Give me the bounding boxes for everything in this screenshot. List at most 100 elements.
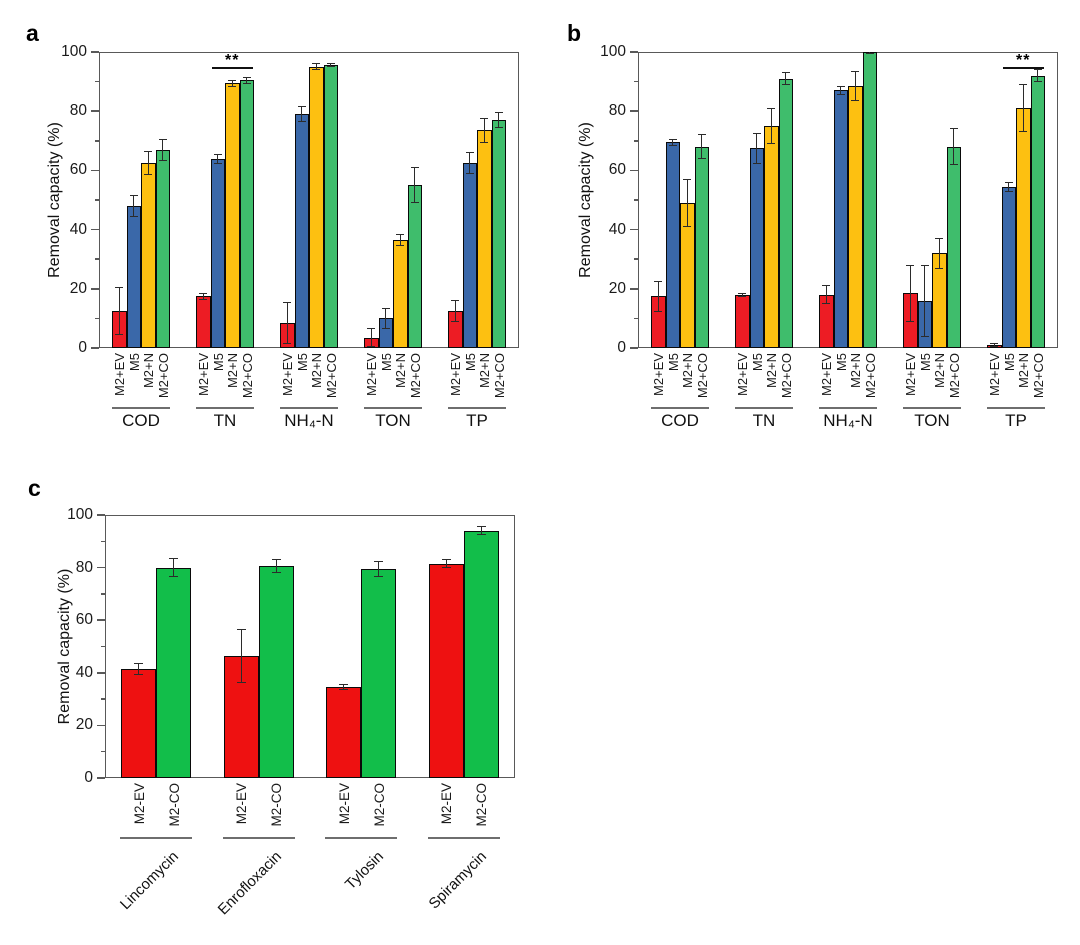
error-bar-line — [785, 72, 787, 85]
error-bar-line — [909, 265, 911, 322]
x-tick-label: M2-CO — [166, 783, 182, 827]
y-axis-title: Removal capacity (%) — [577, 122, 594, 278]
error-bar-cap-bottom — [752, 162, 761, 164]
y-major-tick — [630, 110, 638, 112]
category-label: Spiramycin — [425, 848, 490, 913]
error-bar-cap-bottom — [115, 334, 124, 336]
error-bar-line — [483, 118, 485, 143]
category-label: TP — [466, 411, 488, 430]
x-tick-label: M2+N — [309, 353, 325, 389]
error-bar-cap-top — [920, 264, 929, 266]
error-bar-cap-bottom — [169, 576, 179, 578]
error-bar-cap-bottom — [1033, 81, 1042, 83]
error-bar-cap-top — [312, 63, 321, 65]
error-bar-cap-top — [949, 128, 958, 130]
bar-M2+N-2 — [848, 86, 863, 348]
bar-M2+CO-0 — [155, 149, 170, 348]
error-bar-cap-bottom — [822, 303, 831, 305]
x-tick-label: M2+CO — [239, 353, 255, 399]
panel-b-letter: b — [567, 20, 582, 46]
y-tick-label: 40 — [75, 663, 93, 681]
bar-M5-4 — [1001, 186, 1016, 348]
error-bar-cap-bottom — [297, 121, 306, 123]
error-bar-cap-bottom — [228, 85, 237, 87]
x-tick-label: M2+N — [932, 353, 948, 389]
x-tick-label: M2+CO — [491, 353, 507, 399]
plot-frame — [105, 515, 515, 778]
y-minor-tick — [94, 258, 99, 260]
error-bar-cap-bottom — [339, 689, 349, 691]
error-bar-line — [498, 112, 500, 128]
error-bar-cap-top — [169, 557, 179, 559]
error-bar-line — [469, 152, 471, 174]
error-bar-cap-bottom — [396, 245, 405, 247]
category-underline — [819, 407, 877, 409]
category-label: NH₄-N — [823, 411, 873, 430]
error-bar-cap-top — [242, 76, 251, 78]
y-tick-label: 0 — [617, 339, 626, 356]
error-bar-line — [240, 629, 242, 682]
bar-M2-EV-0 — [121, 668, 157, 778]
x-tick-label: M2+N — [477, 353, 493, 389]
error-bar-cap-top — [822, 285, 831, 287]
error-bar-cap-bottom — [242, 82, 251, 84]
error-bar-cap-top — [199, 292, 208, 294]
error-bar-cap-bottom — [367, 346, 376, 348]
bar-M2-CO-2 — [361, 568, 397, 778]
y-tick-label: 0 — [78, 339, 87, 356]
error-bar-line — [840, 86, 842, 95]
y-tick-label: 0 — [84, 769, 93, 786]
error-bar-cap-bottom — [851, 100, 860, 102]
error-bar-cap-bottom — [865, 52, 874, 54]
category-underline — [196, 407, 254, 409]
error-bar-cap-top — [236, 628, 246, 630]
bar-M5-1 — [210, 158, 225, 348]
error-bar-cap-bottom — [494, 126, 503, 128]
x-tick-label: M5 — [917, 353, 933, 372]
significance-line — [1002, 67, 1044, 69]
error-bar-line — [315, 63, 317, 70]
bar-M5-0 — [126, 205, 141, 348]
error-bar-line — [385, 308, 387, 329]
x-tick-label: M2+CO — [155, 353, 171, 399]
y-major-tick — [97, 724, 105, 727]
error-bar-cap-top — [158, 138, 167, 140]
error-bar-cap-bottom — [949, 163, 958, 165]
x-tick-label: M2-EV — [131, 783, 147, 825]
category-underline — [120, 837, 193, 839]
x-tick-label: M2+CO — [946, 353, 962, 399]
bar-M2+CO-4 — [491, 120, 506, 348]
error-bar-line — [1022, 84, 1024, 132]
error-bar-cap-bottom — [920, 335, 929, 337]
x-tick-label: M2-CO — [371, 783, 387, 827]
x-tick-label: M2-EV — [336, 783, 352, 825]
error-bar-line — [414, 167, 416, 203]
error-bar-cap-bottom — [283, 343, 292, 345]
panel-c-letter: c — [28, 475, 41, 501]
error-bar-cap-bottom — [767, 143, 776, 145]
error-bar-cap-top — [654, 280, 663, 282]
category-underline — [427, 837, 500, 839]
y-tick-label: 60 — [75, 611, 93, 629]
x-tick-label: M2+N — [393, 353, 409, 389]
category-underline — [903, 407, 961, 409]
error-bar-cap-top — [465, 152, 474, 154]
error-bar-line — [202, 293, 204, 300]
error-bar-cap-top — [134, 663, 144, 665]
error-bar-cap-top — [836, 85, 845, 87]
error-bar-line — [330, 63, 332, 67]
y-major-tick — [97, 566, 105, 569]
error-bar-cap-bottom — [410, 202, 419, 204]
y-tick-label: 100 — [600, 43, 626, 60]
error-bar-line — [993, 343, 995, 347]
error-bar-cap-top — [271, 559, 281, 561]
bar-M5-1 — [749, 148, 764, 348]
error-bar-cap-bottom — [465, 172, 474, 174]
y-minor-tick — [100, 540, 105, 543]
bar-M2-EV-2 — [326, 687, 362, 778]
error-bar-cap-top — [1033, 69, 1042, 71]
error-bar-cap-top — [410, 166, 419, 168]
y-major-tick — [91, 347, 99, 349]
y-tick-label: 100 — [61, 43, 87, 60]
x-tick-label: M5 — [462, 353, 478, 372]
